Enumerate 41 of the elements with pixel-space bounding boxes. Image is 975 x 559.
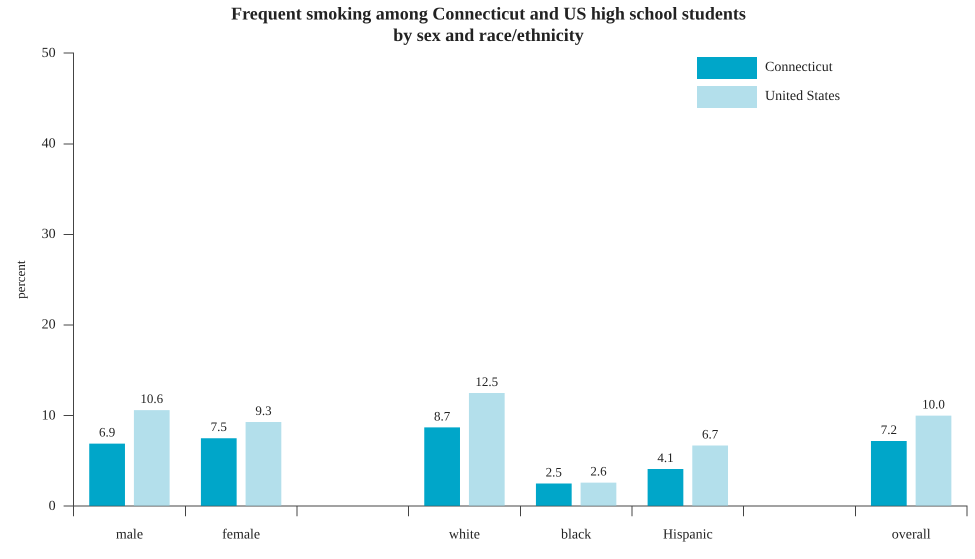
text: 6.9 (98, 424, 116, 440)
bar (89, 444, 125, 506)
text: 6.7 (702, 426, 718, 442)
bar (870, 440, 907, 506)
x-tick-label: male (116, 527, 144, 542)
legend-label: United States (765, 89, 840, 106)
x-tick-label: Hispanic (662, 527, 713, 542)
text: Frequent smoking among Connecticut and US high school students (231, 3, 746, 24)
legend-label: Connecticut (765, 60, 833, 76)
bar (246, 422, 282, 506)
x-tick-label: overall (892, 527, 931, 542)
text: 2.5 (546, 464, 562, 480)
text: 10.6 (140, 391, 164, 406)
text: 7.2 (880, 422, 897, 437)
y-tick-label: 10 (42, 408, 56, 424)
text: 12.5 (475, 374, 498, 389)
bar (580, 482, 616, 506)
y-tick-label: 20 (42, 318, 56, 333)
text: 8.7 (434, 408, 450, 424)
x-tick-label: white (448, 527, 480, 542)
bar (536, 484, 572, 506)
text: 7.5 (210, 419, 227, 434)
text: 2.6 (590, 464, 607, 479)
y-tick-label: 50 (42, 46, 56, 61)
text: 10.0 (922, 396, 945, 412)
bar (134, 410, 170, 506)
bar (916, 416, 952, 506)
bar (692, 446, 728, 506)
text: by sex and race/ethnicity (393, 25, 584, 46)
bar (424, 427, 460, 506)
y-tick-label: 40 (42, 136, 56, 152)
y-tick-label: 30 (42, 227, 56, 242)
y-tick-label: 0 (48, 498, 56, 514)
text: 4.1 (657, 450, 674, 465)
bar (468, 392, 505, 506)
text: 9.3 (255, 402, 272, 418)
x-tick-label: black (560, 527, 592, 542)
bar (200, 438, 237, 506)
bar (648, 469, 684, 506)
x-tick-label: female (222, 527, 260, 542)
y-axis-title: percent (13, 260, 28, 299)
